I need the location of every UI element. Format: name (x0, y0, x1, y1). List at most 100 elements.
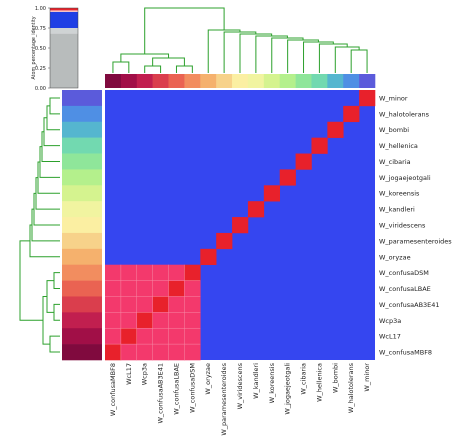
heatmap-cell-diagonal (105, 344, 122, 361)
row-color-swatch (62, 217, 102, 234)
column-color-swatch (247, 74, 265, 88)
row-label: W_koreensis (379, 190, 420, 198)
row-dendrogram-branch (53, 303, 60, 321)
heatmap-cell-diagonal (311, 137, 328, 154)
row-color-swatch (62, 248, 102, 266)
column-dendrogram-branch (303, 41, 334, 73)
legend-axis-label: Atom_percentage_identity (31, 16, 37, 79)
column-labels: W_confusaMBF8 WcL17 Wcp3a W_confusaAB3E41 W_… (109, 362, 371, 435)
row-color-swatch (62, 105, 102, 123)
column-label: W_jogaejeotgali (284, 363, 292, 415)
heatmap-cell-group (184, 296, 201, 313)
heatmap-cell-diagonal (184, 264, 201, 281)
heatmap-cell-group (168, 296, 185, 313)
column-dendrogram-branch (175, 65, 193, 73)
heatmap-cell-group (105, 296, 122, 313)
column-color-swatch (152, 74, 169, 88)
row-dendrogram (19, 97, 60, 353)
row-dendrogram-branch (46, 105, 60, 131)
row-label: Wcp3a (379, 317, 401, 325)
heatmap-cell-group (120, 344, 138, 361)
heatmap-cell-group (184, 328, 201, 345)
legend-tick-label: 1.00 (35, 6, 46, 12)
column-label: Wcp3a (141, 363, 149, 385)
row-label: W_confusaAB3E41 (379, 301, 440, 309)
heatmap-cell-diagonal (232, 217, 249, 234)
legend-block (50, 12, 78, 28)
column-color-swatch (105, 74, 122, 88)
row-label: W_confusaMBF8 (379, 349, 432, 357)
heatmap-cell-diagonal (136, 312, 153, 329)
row-dendrogram-branch (49, 97, 60, 115)
heatmap-cell-group (168, 344, 185, 361)
row-dendrogram-branch (53, 272, 60, 290)
row-dendrogram-branch (49, 335, 60, 353)
heatmap-cell-diagonal (295, 153, 312, 170)
column-label: W_bombi (331, 363, 339, 393)
heatmap-cell-diagonal (120, 328, 138, 345)
legend-block (50, 10, 78, 12)
legend-tick-label: 0.25 (35, 66, 46, 72)
column-color-swatch (200, 74, 217, 88)
row-label: W_hellenica (379, 142, 418, 150)
legend-tick-label: 0.00 (35, 86, 46, 92)
column-color-swatch (343, 74, 360, 88)
column-color-swatch (168, 74, 185, 88)
heatmap-cell-group (152, 280, 169, 297)
column-dendrogram-branch (350, 49, 368, 73)
column-dendrogram (112, 7, 368, 73)
column-color-swatch (279, 74, 296, 88)
column-label: W_minor (363, 363, 371, 392)
legend-block (50, 33, 78, 88)
column-label: W_paramesenteroides (220, 362, 228, 435)
column-label: W_cibaria (300, 363, 308, 395)
row-label: W_paramesenteroides (379, 237, 452, 245)
row-label: W_oryzae (379, 253, 411, 261)
row-color-swatch (62, 153, 102, 170)
column-label: W_confusaLBAE (172, 363, 180, 415)
row-color-swatch (62, 264, 102, 281)
row-dendrogram-branch (46, 280, 54, 313)
heatmap-cell-diagonal (200, 248, 217, 266)
heatmap-cell-group (152, 328, 169, 345)
column-label: W_confusaAB3E41 (157, 363, 165, 424)
heatmap-cell-group (136, 280, 153, 297)
column-label: W_confusaMBF8 (109, 363, 117, 416)
row-label: W_minor (379, 94, 408, 102)
row-dendrogram-branch (41, 131, 60, 162)
heatmap-cell-diagonal (327, 121, 344, 138)
column-dendrogram-branch (144, 7, 225, 54)
column-dendrogram-branch (334, 46, 360, 73)
heatmap-cell-group (120, 312, 138, 329)
row-label: W_confusaDSM (379, 269, 429, 277)
row-color-swatch (62, 90, 102, 107)
row-label: W_bombi (379, 126, 409, 134)
row-color-swatch (62, 296, 102, 313)
column-color-swatch (359, 74, 376, 88)
column-label: W_viridescens (236, 362, 244, 409)
row-dendrogram-branch (19, 240, 43, 321)
row-label: W_kandleri (379, 206, 415, 214)
heatmap-cell-group (136, 296, 153, 313)
heatmap-cell-group (184, 280, 201, 297)
heatmap-cell-diagonal (263, 185, 281, 202)
heatmap-cell-group (105, 312, 122, 329)
column-color-swatch (311, 74, 328, 88)
column-dendrogram-branch (152, 57, 185, 66)
row-color-swatch (62, 169, 102, 186)
row-label: W_cibaria (379, 158, 411, 166)
heatmap-cell-diagonal (152, 296, 169, 313)
column-label: W_halotolerans (347, 362, 355, 413)
row-label: W_viridescens (379, 222, 426, 230)
color-legend: 0.00 0.25 0.50 0.75 1.00 Atom_percentage_iden… (31, 6, 79, 92)
column-color-swatch (136, 74, 153, 88)
heatmap-cell-group (136, 264, 153, 281)
legend-block (50, 28, 78, 34)
column-dendrogram-branch (144, 65, 162, 73)
heatmap-cell-group (105, 280, 122, 297)
row-color-swatch (62, 201, 102, 218)
heatmap-cell-diagonal (343, 105, 360, 123)
heatmap-cell-group (120, 264, 138, 281)
row-color-swatch (62, 312, 102, 329)
heatmap-cell-diagonal (216, 232, 233, 250)
